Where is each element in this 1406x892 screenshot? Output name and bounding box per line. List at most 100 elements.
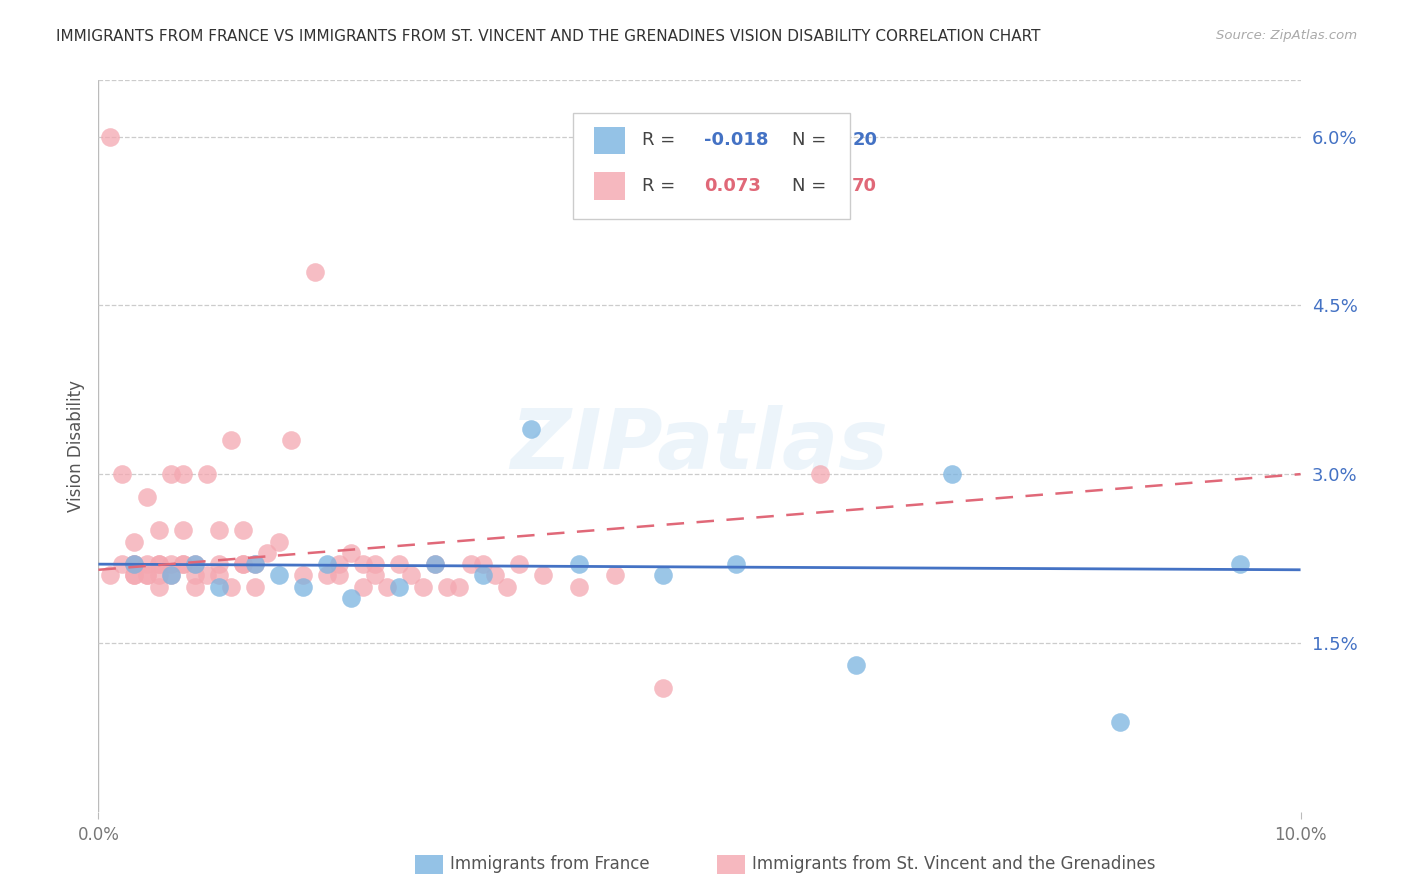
Text: ZIPatlas: ZIPatlas [510, 406, 889, 486]
Text: Immigrants from France: Immigrants from France [450, 855, 650, 873]
Point [267, 568, 290, 582]
Point [423, 557, 446, 571]
Point [243, 557, 266, 571]
Point [159, 568, 181, 582]
Text: 20: 20 [852, 131, 877, 150]
Point [496, 580, 519, 594]
Point [148, 580, 170, 594]
Text: 70: 70 [852, 177, 877, 194]
Point [941, 467, 963, 482]
Point [472, 568, 495, 582]
Point [388, 557, 411, 571]
Point [159, 467, 181, 482]
Point [183, 568, 205, 582]
Point [148, 568, 170, 582]
Point [291, 580, 314, 594]
Y-axis label: Vision Disability: Vision Disability [66, 380, 84, 512]
Text: IMMIGRANTS FROM FRANCE VS IMMIGRANTS FROM ST. VINCENT AND THE GRENADINES VISION : IMMIGRANTS FROM FRANCE VS IMMIGRANTS FRO… [56, 29, 1040, 44]
Point [124, 557, 146, 571]
Point [605, 568, 627, 582]
Point [124, 534, 146, 549]
Point [423, 557, 446, 571]
Point [568, 557, 591, 571]
Point [328, 557, 350, 571]
Text: 0.073: 0.073 [704, 177, 761, 194]
Point [135, 568, 157, 582]
Point [531, 568, 554, 582]
Point [148, 557, 170, 571]
Point [243, 557, 266, 571]
Point [484, 568, 506, 582]
Point [460, 557, 482, 571]
Point [352, 580, 374, 594]
Point [232, 524, 254, 538]
Point [100, 129, 122, 144]
Point [232, 557, 254, 571]
Point [219, 580, 242, 594]
Point [219, 434, 242, 448]
Point [652, 681, 675, 695]
Text: Immigrants from St. Vincent and the Grenadines: Immigrants from St. Vincent and the Gren… [752, 855, 1156, 873]
Point [399, 568, 422, 582]
Point [100, 568, 122, 582]
Text: N =: N = [792, 131, 832, 150]
Point [148, 557, 170, 571]
Point [124, 557, 146, 571]
Point [135, 557, 157, 571]
Point [124, 568, 146, 582]
Point [724, 557, 747, 571]
Point [364, 568, 387, 582]
Point [808, 467, 831, 482]
Point [183, 580, 205, 594]
Point [412, 580, 434, 594]
Point [1229, 557, 1251, 571]
Text: N =: N = [792, 177, 832, 194]
Point [375, 580, 398, 594]
Point [148, 524, 170, 538]
Point [315, 557, 337, 571]
Point [256, 546, 278, 560]
Point [845, 658, 868, 673]
Point [208, 580, 231, 594]
Point [208, 524, 231, 538]
Bar [593, 127, 624, 154]
Point [472, 557, 495, 571]
Point [304, 264, 326, 278]
Point [195, 467, 218, 482]
Point [111, 557, 134, 571]
Point [364, 557, 387, 571]
Text: R =: R = [641, 177, 686, 194]
Point [447, 580, 470, 594]
Point [568, 580, 591, 594]
Point [172, 524, 194, 538]
Point [352, 557, 374, 571]
Point [159, 568, 181, 582]
Point [124, 568, 146, 582]
Point [436, 580, 458, 594]
Point [388, 580, 411, 594]
Point [280, 434, 302, 448]
Text: R =: R = [641, 131, 681, 150]
Point [159, 557, 181, 571]
Point [315, 568, 337, 582]
Point [232, 557, 254, 571]
Point [520, 422, 543, 436]
Point [243, 580, 266, 594]
Point [172, 557, 194, 571]
Text: Source: ZipAtlas.com: Source: ZipAtlas.com [1216, 29, 1357, 42]
Point [135, 568, 157, 582]
Point [340, 591, 363, 605]
Point [508, 557, 530, 571]
Point [172, 557, 194, 571]
Point [183, 557, 205, 571]
Point [208, 568, 231, 582]
Point [183, 557, 205, 571]
Point [291, 568, 314, 582]
Point [208, 557, 231, 571]
Point [195, 568, 218, 582]
Point [1109, 714, 1132, 729]
Point [652, 568, 675, 582]
Point [172, 467, 194, 482]
Point [328, 568, 350, 582]
Point [124, 557, 146, 571]
